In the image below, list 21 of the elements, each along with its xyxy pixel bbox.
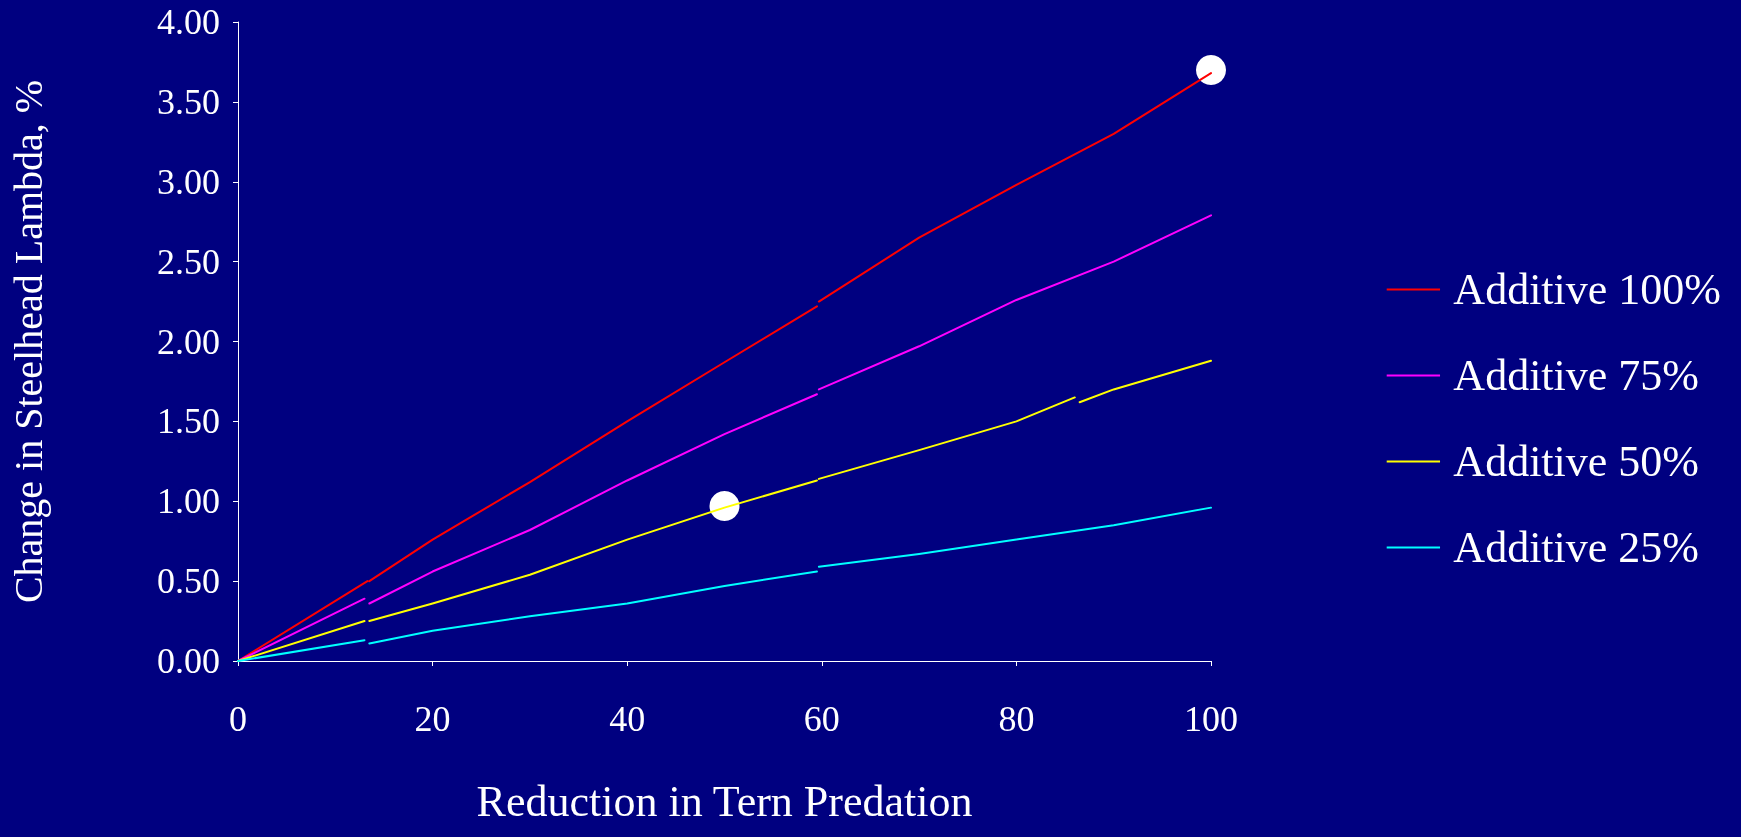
y-tick-label: 2.00: [157, 321, 220, 362]
x-tick-label: 0: [229, 699, 247, 739]
legend-label: Additive 25%: [1453, 523, 1700, 572]
y-tick-label: 3.50: [157, 81, 220, 122]
y-tick-label: 2.50: [157, 241, 220, 282]
y-axis-title: Change in Steelhead Lambda, %: [5, 79, 51, 604]
legend-label: Additive 75%: [1453, 351, 1700, 400]
x-tick-label: 40: [609, 699, 646, 739]
y-tick-label: 1.00: [157, 481, 220, 522]
legend-label: Additive 50%: [1453, 437, 1700, 486]
x-tick-label: 100: [1184, 699, 1238, 739]
x-axis-title: Reduction in Tern Predation: [476, 776, 973, 826]
y-tick-label: 4.00: [157, 2, 220, 42]
y-tick-label: 1.50: [157, 401, 220, 442]
y-tick-label: 0.50: [157, 561, 220, 602]
y-tick-label: 3.00: [157, 161, 220, 202]
x-tick-label: 20: [414, 699, 451, 739]
legend-label: Additive 100%: [1453, 265, 1722, 314]
x-tick-label: 60: [803, 699, 840, 739]
y-tick-label: 0.00: [157, 641, 220, 681]
x-tick-label: 80: [998, 699, 1035, 739]
